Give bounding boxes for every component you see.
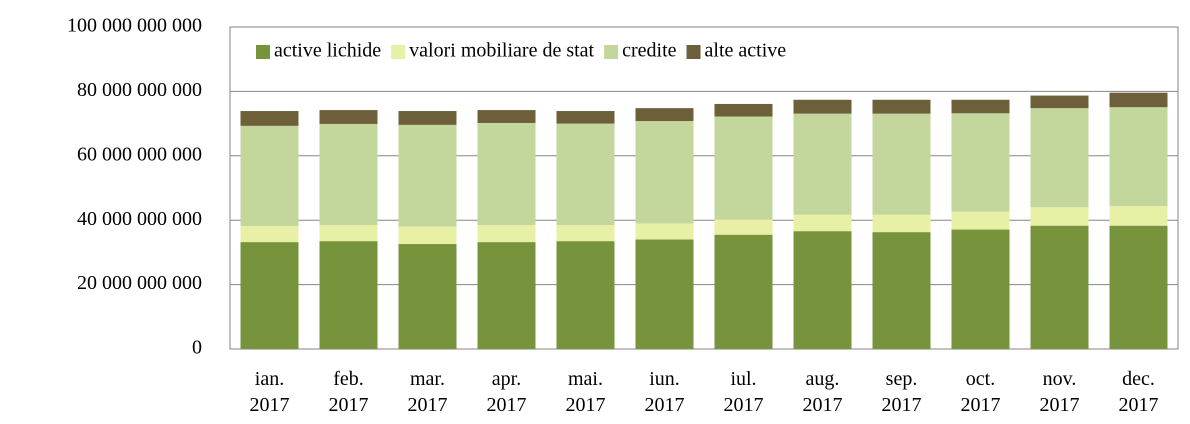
bar-segment [635,121,694,224]
bar-segment [793,231,852,349]
bar-segment [398,244,457,349]
legend-label: active lichide [274,40,381,62]
legend-label: alte active [705,40,787,62]
x-tick-label: sep. 2017 [881,368,922,416]
x-tick-label: dec. 2017 [1118,368,1159,416]
y-tick-label: 40 000 000 000 [77,208,202,230]
bar-segment [477,225,536,243]
y-tick-label: 20 000 000 000 [77,272,202,294]
bar-segment [714,219,773,235]
bar-segment [240,242,299,349]
bar-segment [951,113,1010,212]
bar-segment [556,111,615,124]
bar-segment [714,116,773,220]
bar-segment [872,214,931,233]
x-tick-label: mar. 2017 [407,368,448,416]
bar-segment [635,223,694,240]
legend-swatch [256,45,270,59]
bar-segment [1030,95,1089,109]
bar-segment [1030,108,1089,208]
x-tick-label: mai. 2017 [565,368,606,416]
bar-segment [240,125,299,226]
legend-swatch [604,45,619,59]
bar-segment [635,239,694,349]
bar-segment [319,110,378,124]
bar-segment [398,226,457,245]
bar-segment [477,110,536,123]
bar-segment [556,241,615,349]
bar-segment [240,225,299,243]
bar-segment [477,242,536,349]
legend-label: credite [622,40,677,62]
bar-segment [319,123,378,226]
bar-segment [398,111,457,125]
bar-segment [872,99,931,114]
bar-segment [556,123,615,226]
bar-segment [1109,225,1168,349]
bar-segment [1109,92,1168,108]
bar-segment [240,111,299,126]
bar-segment [793,113,852,215]
bar-segment [951,229,1010,349]
bar-segment [319,225,378,242]
bar-segment [793,214,852,232]
bar-segment [872,232,931,349]
bar-segment [714,103,773,117]
legend-label: valori mobiliare de stat [409,40,594,62]
bar-segment [319,241,378,349]
x-tick-label: oct. 2017 [960,368,1001,416]
bar-segment [1030,207,1089,226]
x-tick-label: apr. 2017 [486,368,527,416]
legend-swatch [686,45,701,59]
x-tick-label: feb. 2017 [328,368,369,416]
y-tick-label: 80 000 000 000 [77,79,202,101]
bar-segment [1030,225,1089,349]
bar-segment [1109,107,1168,207]
bar-segment [951,99,1010,114]
bar-segment [951,211,1010,230]
x-tick-label: aug. 2017 [802,368,843,416]
x-tick-label: nov. 2017 [1039,368,1080,416]
y-tick-label: 100 000 000 000 [67,15,202,37]
bar-segment [635,108,694,122]
bar-segment [398,124,457,227]
y-tick-label: 0 [192,337,202,359]
bar-segment [872,113,931,215]
bar-segment [477,122,536,226]
x-tick-label: iul. 2017 [723,368,764,416]
bar-segment [793,99,852,114]
x-tick-label: ian. 2017 [249,368,290,416]
bar-segment [714,234,773,349]
bar-segment [556,225,615,242]
legend-swatch [391,45,406,59]
x-tick-label: iun. 2017 [644,368,685,416]
y-tick-label: 60 000 000 000 [77,143,202,165]
bar-segment [1109,206,1168,226]
plot-frame [229,26,1179,350]
